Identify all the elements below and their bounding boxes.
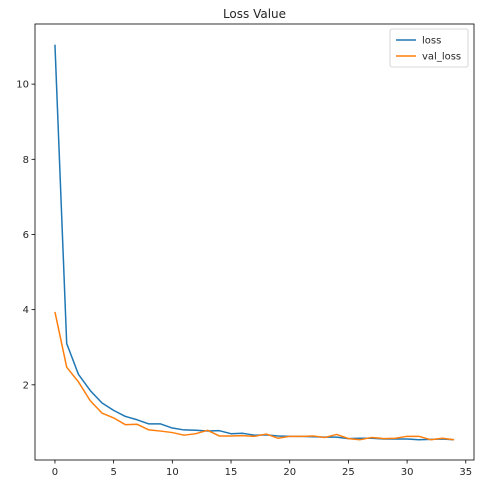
x-tick-label: 30: [401, 467, 414, 478]
y-tick-label: 4: [23, 305, 29, 316]
x-tick-label: 5: [110, 467, 116, 478]
y-tick-label: 6: [23, 230, 29, 241]
x-tick-label: 0: [52, 467, 58, 478]
y-tick-label: 8: [23, 155, 29, 166]
legend-label-loss: loss: [422, 36, 441, 47]
x-axis: 0 5 10 15 20 25 30 35: [52, 460, 472, 478]
y-tick-label: 2: [23, 380, 29, 391]
x-tick-label: 10: [166, 467, 179, 478]
legend: loss val_loss: [389, 28, 469, 68]
x-tick-label: 20: [283, 467, 296, 478]
plot-area: [34, 23, 475, 461]
legend-box: [389, 28, 469, 68]
y-tick-label: 10: [16, 80, 29, 91]
series-layer: [54, 44, 455, 441]
x-tick-label: 35: [459, 467, 472, 478]
plot-frame: [34, 23, 475, 461]
chart-title: Loss Value: [223, 7, 286, 21]
y-axis: 2 4 6 8 10: [16, 80, 35, 391]
x-tick-label: 15: [225, 467, 238, 478]
legend-label-val-loss: val_loss: [422, 52, 461, 63]
x-tick-label: 25: [342, 467, 355, 478]
series-line-val-loss: [54, 311, 455, 441]
